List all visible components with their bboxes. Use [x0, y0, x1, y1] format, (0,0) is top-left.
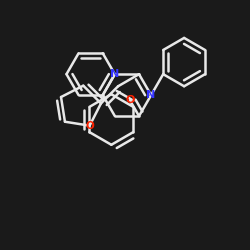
- Text: N: N: [110, 69, 120, 79]
- Text: O: O: [125, 95, 135, 105]
- Text: O: O: [85, 121, 94, 131]
- Text: N: N: [146, 90, 156, 100]
